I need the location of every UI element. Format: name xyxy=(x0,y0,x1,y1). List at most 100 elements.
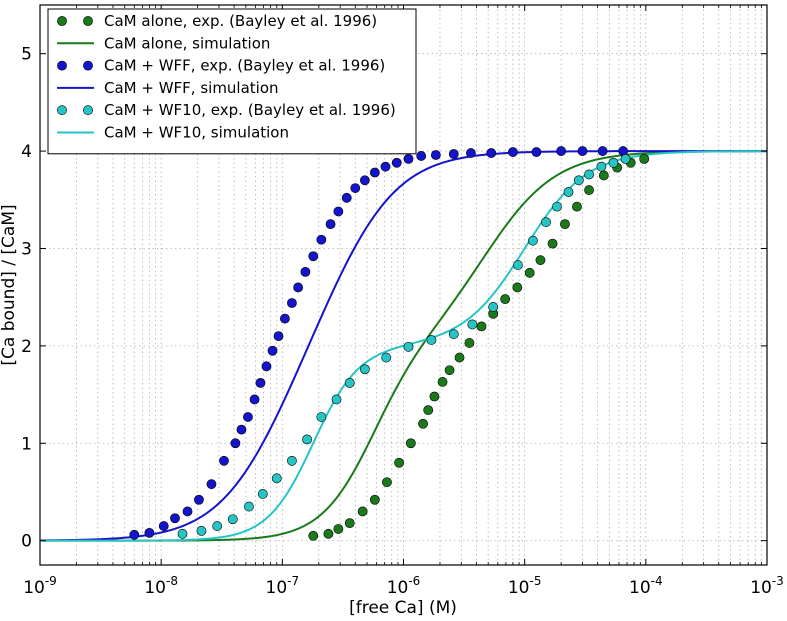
data-point xyxy=(577,146,588,156)
data-point xyxy=(380,161,391,172)
data-point xyxy=(261,361,272,372)
gridlines xyxy=(40,5,767,565)
data-point xyxy=(598,170,609,181)
data-point xyxy=(426,335,437,345)
legend-marker xyxy=(83,60,93,71)
legend-label: CaM alone, simulation xyxy=(104,34,270,52)
y-tick-label: 0 xyxy=(21,532,32,552)
data-point xyxy=(300,266,311,277)
data-point xyxy=(194,494,204,505)
data-point xyxy=(206,479,217,490)
data-point xyxy=(308,251,319,262)
data-point xyxy=(359,364,370,375)
data-point xyxy=(552,201,562,212)
data-point xyxy=(563,187,574,197)
legend-label: CaM + WF10, exp. (Bayley et al. 1996) xyxy=(104,101,396,119)
data-point xyxy=(271,473,282,484)
data-point xyxy=(230,438,241,449)
data-point xyxy=(196,526,207,536)
data-point xyxy=(584,185,594,195)
data-point xyxy=(325,219,336,230)
data-point xyxy=(177,528,188,539)
data-point xyxy=(547,238,558,249)
data-point xyxy=(556,146,567,156)
data-point xyxy=(597,146,608,156)
data-point xyxy=(437,377,448,387)
data-point xyxy=(403,153,414,164)
data-point xyxy=(596,161,607,172)
data-point xyxy=(486,148,497,158)
data-point xyxy=(302,434,312,445)
data-point xyxy=(535,255,546,266)
data-point xyxy=(524,267,535,278)
data-point xyxy=(418,418,428,429)
data-point xyxy=(573,175,584,186)
axis-ticks: 10-9 10-8 10-7 10-6 10-5 10-4 10-3 0 1 2 3 4 5 xyxy=(21,5,784,598)
data-point xyxy=(584,169,594,180)
data-point xyxy=(280,313,290,324)
data-point xyxy=(287,298,297,308)
data-point xyxy=(528,235,538,246)
data-point xyxy=(344,377,355,388)
data-point xyxy=(316,234,327,245)
legend-marker xyxy=(83,16,93,26)
data-point xyxy=(560,219,570,230)
series-line xyxy=(39,150,767,542)
data-point xyxy=(639,153,650,164)
x-tick-label: 10-9 xyxy=(23,574,57,598)
data-point xyxy=(391,157,402,168)
data-point xyxy=(448,329,459,340)
data-point xyxy=(212,521,223,531)
data-point xyxy=(512,282,523,293)
legend-marker xyxy=(57,60,67,71)
data-point xyxy=(416,151,427,161)
data-point xyxy=(333,524,344,534)
data-point xyxy=(359,175,370,186)
data-point xyxy=(158,521,169,531)
y-tick-label: 1 xyxy=(21,434,32,454)
y-tick-label: 5 xyxy=(21,45,32,65)
y-tick-label: 2 xyxy=(21,337,32,357)
legend-box xyxy=(47,8,417,155)
data-point xyxy=(430,150,441,160)
data-point xyxy=(508,147,518,157)
data-point xyxy=(350,183,361,193)
data-point xyxy=(369,167,380,178)
legend-marker xyxy=(83,105,93,116)
data-point xyxy=(476,321,487,332)
data-point xyxy=(316,412,327,422)
data-point xyxy=(394,457,405,468)
y-tick-label: 3 xyxy=(21,239,32,259)
data-point xyxy=(170,513,180,524)
legend-marker xyxy=(57,16,67,26)
data-point xyxy=(341,192,352,203)
data-point xyxy=(513,260,523,270)
x-tick-label: 10-8 xyxy=(144,574,178,598)
legend-label: CaM + WFF, simulation xyxy=(104,79,279,97)
data-point xyxy=(466,148,476,158)
legend-label: CaM + WFF, exp. (Bayley et al. 1996) xyxy=(104,57,385,75)
data-point xyxy=(500,294,511,305)
data-point xyxy=(454,352,465,363)
data-point xyxy=(308,530,319,541)
x-tick-label: 10-7 xyxy=(266,574,300,598)
data-point xyxy=(244,501,254,512)
data-point xyxy=(333,206,344,217)
data-point xyxy=(344,518,355,529)
data-point xyxy=(405,438,416,449)
data-point xyxy=(357,506,368,517)
data-point xyxy=(429,391,440,402)
data-point xyxy=(236,424,247,435)
legend-marker xyxy=(57,105,67,116)
data-point xyxy=(488,302,499,312)
legend-label: CaM alone, exp. (Bayley et al. 1996) xyxy=(104,12,377,30)
y-axis-title: [Ca bound] / [CaM] xyxy=(0,204,19,365)
x-tick-label: 10-6 xyxy=(387,574,421,598)
legend-label: CaM + WF10, simulation xyxy=(104,124,289,142)
data-point xyxy=(381,352,392,363)
legend: CaM alone, exp. (Bayley et al. 1996) CaM … xyxy=(47,8,417,155)
data-point xyxy=(287,455,297,466)
y-tick-label: 4 xyxy=(21,142,32,162)
data-point xyxy=(608,157,619,168)
